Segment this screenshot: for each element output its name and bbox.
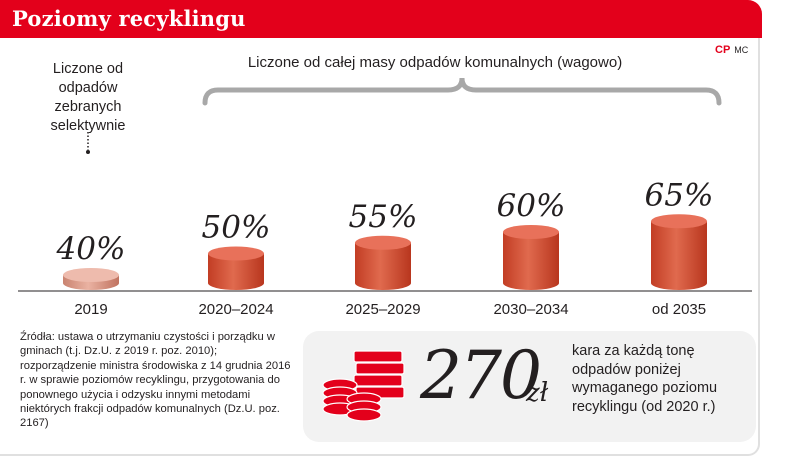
- bar-top-2030–2034: [503, 225, 559, 239]
- bar-od 2035: [651, 221, 707, 290]
- sources-note: Źródła: ustawa o utrzymaniu czystości i …: [20, 331, 291, 430]
- value-label: 50%: [202, 210, 271, 246]
- selective-leader-dot: [86, 150, 90, 154]
- coins-and-banknotes-icon: [322, 350, 405, 422]
- bar-top-2025–2029: [355, 235, 411, 250]
- penalty-unit: zł: [526, 378, 549, 408]
- infographic-frame: [0, 38, 760, 456]
- page-title: Poziomy recyklingu: [12, 6, 246, 31]
- value-label: 60%: [497, 188, 566, 224]
- bar-top-2019: [63, 268, 119, 282]
- category-brace: [202, 77, 722, 106]
- logo-mark: CP: [715, 44, 731, 56]
- header-bar: Poziomy recyklingu: [0, 0, 762, 38]
- category-label: 2030–2034: [493, 301, 568, 318]
- category-label: 2019: [74, 301, 107, 318]
- bar-top-2020–2024: [208, 246, 264, 261]
- value-label: 65%: [645, 177, 714, 213]
- value-label: 40%: [56, 231, 126, 267]
- penalty-description: kara za każdą tonę odpadów poniżej wymag…: [572, 343, 718, 415]
- publisher-logo: CP MC: [715, 44, 748, 56]
- category-label: 2025–2029: [345, 301, 420, 318]
- bar-2030–2034: [503, 232, 559, 290]
- category-label: od 2035: [652, 301, 706, 318]
- author-credit: MC: [734, 45, 749, 55]
- bar-top-od 2035: [651, 214, 707, 229]
- selective-note: Liczone od odpadów zebranych selektywnie: [50, 61, 126, 134]
- bar-2020–2024: [208, 253, 264, 290]
- bar-2025–2029: [355, 242, 411, 290]
- brace-caption: Liczone od całej masy odpadów komunalnyc…: [247, 54, 623, 71]
- penalty-amount: 270: [420, 337, 542, 414]
- value-label: 55%: [349, 199, 418, 235]
- category-label: 2020–2024: [198, 301, 273, 318]
